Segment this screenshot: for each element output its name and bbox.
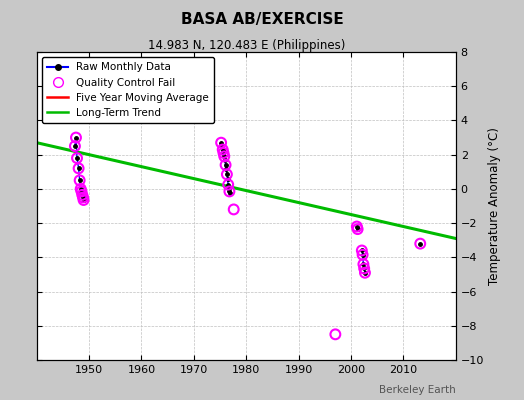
Point [75, 177, 84, 184]
Legend: Raw Monthly Data, Quality Control Fail, Five Year Moving Average, Long-Term Tren: Raw Monthly Data, Quality Control Fail, … [42, 57, 214, 123]
Title: 14.983 N, 120.483 E (Philippines): 14.983 N, 120.483 E (Philippines) [148, 39, 345, 52]
Text: Berkeley Earth: Berkeley Earth [379, 385, 456, 395]
Point [225, 188, 234, 195]
Y-axis label: Temperature Anomaly (°C): Temperature Anomaly (°C) [488, 127, 501, 285]
Point [359, 261, 368, 267]
Point [71, 143, 79, 149]
Point [358, 247, 366, 254]
Point [220, 153, 228, 160]
Point [353, 223, 361, 230]
Point [358, 252, 367, 258]
Point [73, 155, 81, 161]
Point [354, 226, 362, 232]
Point [416, 240, 424, 247]
Point [72, 134, 80, 141]
Point [78, 192, 86, 198]
Point [217, 140, 225, 146]
Point [79, 194, 88, 201]
Point [224, 182, 233, 188]
Point [80, 197, 88, 203]
Point [219, 146, 227, 153]
Point [223, 171, 231, 178]
Point [220, 150, 228, 156]
Point [222, 162, 230, 168]
Point [77, 186, 85, 192]
Point [78, 188, 86, 195]
Point [331, 331, 340, 338]
Point [360, 265, 368, 272]
Text: BASA AB/EXERCISE: BASA AB/EXERCISE [181, 12, 343, 27]
Point [230, 206, 238, 213]
Point [74, 165, 83, 172]
Point [361, 270, 369, 276]
